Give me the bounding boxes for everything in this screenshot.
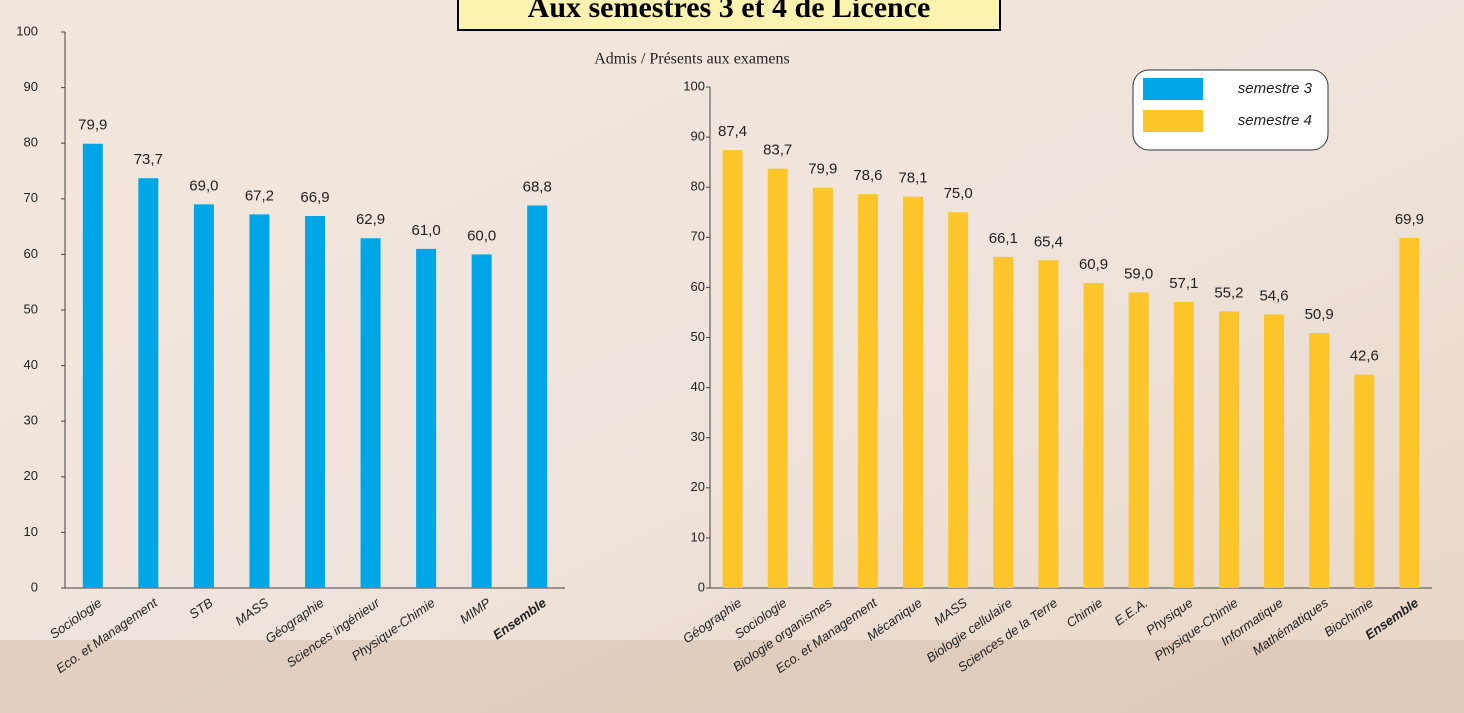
y-tick-label: 40 [24,357,38,372]
y-tick-label: 30 [691,429,705,444]
bar [305,216,325,588]
value-label: 78,6 [853,167,882,184]
bar [903,196,924,588]
value-label: 55,2 [1214,284,1243,301]
y-tick-label: 90 [691,129,705,144]
bar [948,212,969,588]
background-band [0,640,1464,713]
bar [1399,237,1420,588]
value-label: 66,1 [989,230,1018,247]
bar [857,194,878,589]
bar [767,168,788,588]
value-label: 75,0 [944,185,973,202]
bar [1354,374,1375,588]
y-tick-label: 20 [24,468,38,483]
bar [249,214,270,589]
value-label: 87,4 [718,123,747,140]
value-label: 60,9 [1079,256,1108,273]
value-label: 62,9 [356,211,385,228]
bar [416,248,437,588]
legend-swatch [1143,110,1203,132]
bar [812,187,833,589]
value-label: 60,0 [467,227,496,244]
y-tick-label: 10 [691,529,705,544]
bar [1173,301,1194,588]
y-tick-label: 100 [683,78,705,93]
bar [471,254,492,588]
y-tick-label: 50 [691,329,705,344]
chart-subtitle: Admis / Présents aux examens [594,51,790,68]
value-label: 69,0 [189,177,218,194]
value-label: 54,6 [1259,287,1288,304]
y-tick-label: 80 [691,179,705,194]
value-label: 57,1 [1169,275,1198,292]
y-tick-label: 90 [24,79,38,94]
y-tick-label: 0 [698,579,705,594]
value-label: 42,6 [1350,348,1379,365]
legend-label: semestre 4 [1238,112,1312,129]
bar [722,150,743,588]
y-tick-label: 70 [24,190,38,205]
value-label: 50,9 [1305,306,1334,323]
bar [1264,314,1285,588]
value-label: 68,8 [523,178,552,195]
y-tick-label: 60 [691,279,705,294]
bar [1083,282,1104,588]
value-label: 79,9 [808,161,837,178]
chart-title: Aux semestres 3 et 4 de Licence [528,0,931,24]
value-label: 67,2 [245,187,274,204]
y-tick-label: 80 [24,135,38,150]
value-label: 79,9 [78,117,107,134]
y-tick-label: 30 [24,413,38,428]
legend-label: semestre 3 [1238,80,1313,97]
value-label: 78,1 [898,170,927,187]
y-tick-label: 20 [691,479,705,494]
bar [138,178,159,588]
value-label: 61,0 [412,222,441,239]
bar [1218,311,1239,588]
value-label: 59,0 [1124,265,1153,282]
bar [1309,332,1330,588]
y-tick-label: 40 [691,379,705,394]
y-tick-label: 70 [691,229,705,244]
bar [527,205,548,589]
y-tick-label: 10 [24,524,38,539]
legend-swatch [1143,78,1203,100]
title-box [457,0,1001,31]
y-tick-label: 50 [24,301,38,316]
bar [360,238,381,588]
value-label: 66,9 [300,189,329,206]
value-label: 69,9 [1395,211,1424,228]
y-tick-label: 0 [31,579,38,594]
y-tick-label: 100 [16,23,38,38]
y-tick-label: 60 [24,246,38,261]
value-label: 65,4 [1034,233,1063,250]
value-label: 73,7 [134,151,163,168]
value-label: 83,7 [763,142,792,159]
bar [193,204,214,589]
bar [82,143,103,589]
bar [1038,260,1059,588]
bar [993,256,1014,588]
bar [1128,292,1149,588]
